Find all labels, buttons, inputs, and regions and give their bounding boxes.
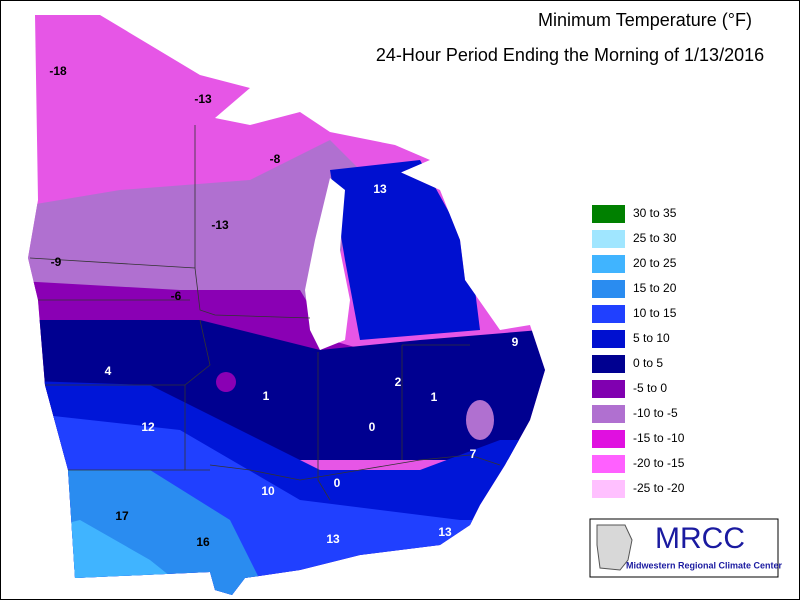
legend-swatch: [592, 280, 625, 298]
legend-label: -10 to -5: [633, 406, 678, 420]
station-label: 13: [373, 182, 387, 196]
legend-label: -20 to -15: [633, 456, 685, 470]
legend: 30 to 35 25 to 30 20 to 25 15 to 20 10 to 15…: [592, 205, 685, 498]
legend-label: 15 to 20: [633, 281, 677, 295]
station-label: -13: [194, 92, 212, 106]
station-label: 1: [431, 390, 438, 404]
legend-swatch: [592, 380, 625, 398]
station-label: 7: [470, 447, 477, 461]
logo-map: [596, 524, 633, 571]
legend-label: -25 to -20: [633, 481, 685, 495]
station-label: 17: [115, 509, 129, 523]
station-label: -6: [171, 289, 182, 303]
station-label: -9: [51, 255, 62, 269]
legend-swatch: [592, 230, 625, 248]
legend-swatch: [592, 205, 625, 223]
station-label: -18: [49, 64, 67, 78]
station-label: 2: [395, 375, 402, 389]
legend-label: 10 to 15: [633, 306, 677, 320]
station-label: 4: [105, 364, 112, 378]
legend-swatch: [592, 480, 625, 498]
legend-swatch: [592, 330, 625, 348]
legend-label: 5 to 10: [633, 331, 670, 345]
legend-swatch: [592, 455, 625, 473]
logo-subtitle: Midwestern Regional Climate Center: [626, 560, 783, 570]
station-label: 1: [263, 389, 270, 403]
legend-label: -15 to -10: [633, 431, 685, 445]
legend-swatch: [592, 255, 625, 273]
legend-label: 30 to 35: [633, 206, 677, 220]
legend-label: 25 to 30: [633, 231, 677, 245]
legend-swatch: [592, 305, 625, 323]
station-label: 0: [334, 476, 341, 490]
station-label: 16: [196, 535, 210, 549]
legend-label: 0 to 5: [633, 356, 663, 370]
station-label: -13: [211, 218, 229, 232]
station-label: 10: [261, 484, 275, 498]
station-label: 13: [438, 525, 452, 539]
lake-michigan: [305, 178, 350, 350]
station-label: -8: [270, 152, 281, 166]
station-label: 13: [326, 532, 340, 546]
logo-title: MRCC: [655, 522, 745, 555]
station-label: 0: [369, 420, 376, 434]
legend-swatch: [592, 355, 625, 373]
legend-label: 20 to 25: [633, 256, 677, 270]
legend-swatch: [592, 430, 625, 448]
station-label: 9: [512, 335, 519, 349]
legend-swatch: [592, 405, 625, 423]
state-borders: [29, 125, 501, 501]
legend-label: -5 to 0: [633, 381, 667, 395]
subtitle: 24-Hour Period Ending the Morning of 1/1…: [376, 45, 764, 65]
logo: MRCC Midwestern Regional Climate Center: [589, 518, 783, 578]
station-label: 12: [141, 420, 155, 434]
title: Minimum Temperature (°F): [538, 10, 752, 30]
